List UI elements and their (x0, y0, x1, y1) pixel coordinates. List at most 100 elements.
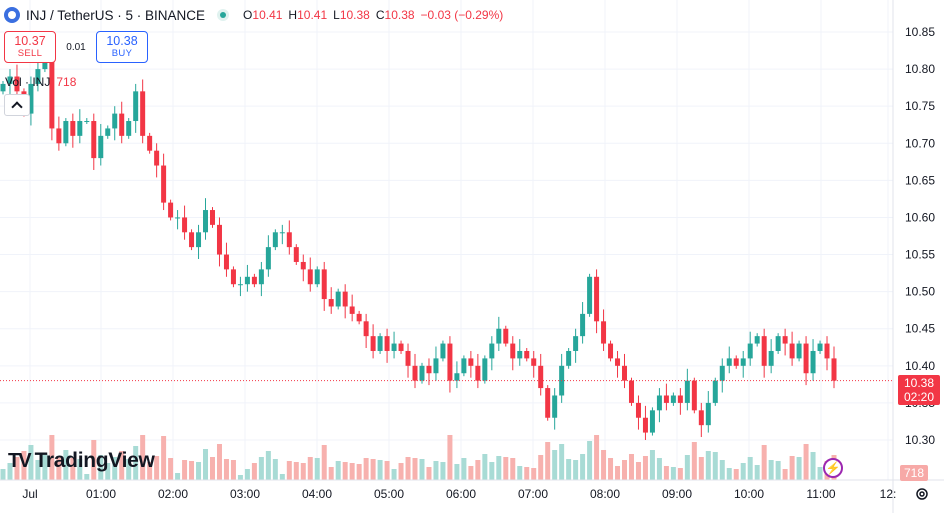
lightning-icon[interactable]: ⚡ (823, 458, 843, 478)
candle-body (328, 299, 334, 307)
candle-body (705, 402, 711, 426)
volume-bar (258, 457, 264, 480)
sell-button[interactable]: 10.37 SELL (4, 31, 56, 63)
volume-bar (642, 456, 648, 480)
volume-bar (251, 463, 257, 480)
volume-bar (63, 450, 69, 480)
volume-bar (161, 436, 167, 480)
ohlc-high: H10.41 (288, 8, 328, 22)
volume-bar (796, 457, 802, 480)
ohlc-low: L10.38 (333, 8, 370, 22)
volume-bar (21, 451, 27, 480)
volume-bar (335, 461, 341, 480)
volume-bar (391, 469, 397, 480)
volume-bar (447, 435, 453, 480)
time-tick-label: 03:00 (230, 487, 260, 501)
candle-body (726, 358, 732, 366)
candle-body (782, 336, 788, 344)
collapse-icon[interactable] (4, 94, 30, 116)
symbol-header: INJ / TetherUS · 5 · BINANCE O10.41 H10.… (4, 4, 503, 26)
volume-bar (209, 457, 215, 480)
sell-label: SELL (17, 48, 43, 59)
buy-price: 10.38 (106, 34, 138, 48)
price-tick-label: 10.70 (905, 136, 935, 150)
time-tick-label: 11:00 (806, 487, 835, 501)
candle-body (175, 217, 181, 219)
buy-button[interactable]: 10.38 BUY (96, 31, 148, 63)
candle-body (684, 380, 690, 403)
candle-body (363, 321, 369, 337)
candle-body (545, 388, 551, 418)
volume-bar (587, 441, 593, 480)
candle-body (426, 365, 432, 374)
volume-bar (203, 449, 209, 480)
volume-bar (230, 460, 236, 480)
volume-bar (608, 458, 614, 480)
gear-icon[interactable] (914, 486, 930, 502)
candle-body (161, 165, 167, 203)
candle-body (140, 91, 146, 136)
volume-bar (112, 457, 118, 480)
candle-body (286, 232, 292, 248)
candle-body (300, 261, 306, 270)
volume-bar (580, 454, 586, 480)
volume-bar (698, 457, 704, 480)
volume-bar (14, 457, 20, 480)
candle-body (244, 276, 250, 285)
volume-bar (56, 456, 62, 480)
candle-body (370, 336, 376, 351)
eye-icon[interactable] (217, 9, 230, 21)
candles (0, 39, 837, 440)
symbol-logo-icon[interactable] (4, 7, 20, 23)
candle-body (608, 343, 614, 359)
candle-body (237, 284, 243, 286)
volume-legend-value: 718 (56, 75, 77, 89)
candle-body (356, 313, 362, 322)
candle-body (622, 365, 628, 381)
price-tick-label: 10.65 (905, 173, 935, 187)
time-tick-label: 01:00 (86, 487, 116, 501)
volume-bar (489, 462, 495, 480)
candle-body (656, 395, 662, 411)
candle-body (803, 343, 809, 374)
candle-body (747, 343, 753, 359)
candle-body (628, 380, 634, 403)
time-tick-label: 06:00 (446, 487, 476, 501)
candle-body (663, 395, 669, 403)
volume-legend[interactable]: Vol · INJ 718 (5, 75, 76, 89)
candle-body (147, 135, 153, 151)
candle-body (468, 358, 474, 366)
price-tick-label: 10.85 (905, 25, 935, 39)
volume-bar (419, 459, 425, 480)
time-tick-label: 08:00 (590, 487, 620, 501)
tradingview-logo[interactable]: TV TradingView (8, 449, 155, 473)
symbol-title[interactable]: INJ / TetherUS · 5 · BINANCE (26, 7, 206, 23)
candle-body (265, 247, 271, 270)
volume-bar (775, 461, 781, 480)
candle-body (28, 83, 34, 114)
volume-bar (237, 475, 243, 480)
candle-body (824, 343, 830, 359)
volume-bar (84, 474, 90, 480)
volume-bar (42, 454, 48, 480)
candle-body (447, 343, 453, 381)
volume-bar (147, 462, 153, 480)
volume-bar (293, 462, 299, 480)
candle-body (440, 343, 446, 359)
volume-bar (328, 467, 334, 480)
candle-body (615, 358, 621, 366)
volume-bar (747, 457, 753, 480)
volume-bar (426, 467, 432, 480)
price-tick-label: 10.55 (905, 248, 935, 262)
volume-bar (70, 458, 76, 480)
volume-bar (384, 461, 390, 480)
candle-body (91, 121, 97, 159)
volume-bar (475, 460, 481, 480)
current-price-tag: 10.38 02:20 (898, 375, 940, 405)
volume-bar (684, 455, 690, 480)
price-tick-label: 10.45 (905, 322, 935, 336)
volume-bar (363, 458, 369, 480)
candle-body (594, 276, 600, 322)
current-price-value: 10.38 (903, 376, 935, 390)
